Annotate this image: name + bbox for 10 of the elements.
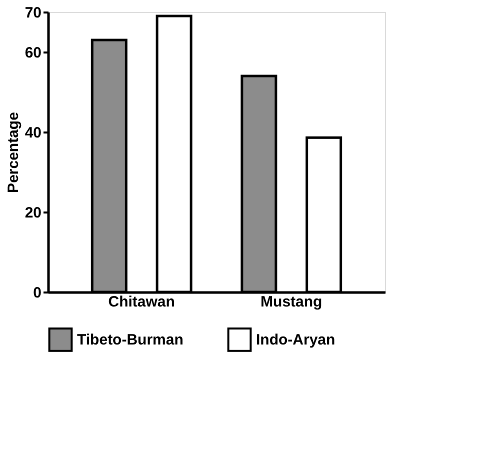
x-tick-label: Chitawan: [108, 294, 175, 310]
y-tick-label: 60: [24, 44, 42, 62]
y-tick-label: 20: [24, 204, 42, 222]
y-tick-label: 70: [24, 4, 42, 22]
y-tick-label: 0: [33, 284, 42, 302]
x-tick-label: Mustang: [260, 294, 322, 310]
legend-label: Tibeto-Burman: [77, 332, 184, 349]
legend-label: Indo-Aryan: [256, 332, 336, 349]
y-axis-title: Percentage: [4, 112, 22, 193]
y-tick-label: 40: [24, 124, 42, 142]
